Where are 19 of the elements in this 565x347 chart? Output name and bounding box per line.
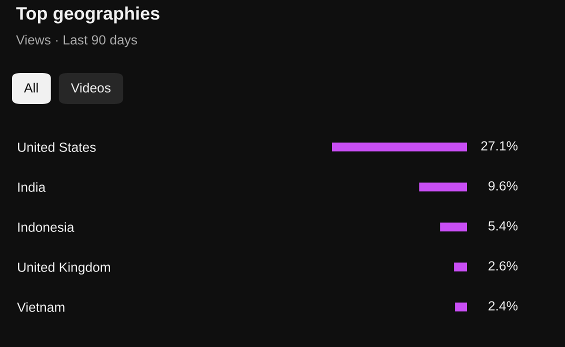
data-label: 5.4% bbox=[488, 221, 518, 231]
y-tick-label: United States bbox=[18, 142, 96, 152]
y-tick-label: India bbox=[18, 182, 46, 192]
bar bbox=[455, 302, 467, 312]
data-label: 2.4% bbox=[488, 301, 518, 310]
bar bbox=[454, 262, 467, 272]
text: Top geographies bbox=[16, 6, 160, 24]
y-tick-label: Vietnam bbox=[17, 302, 64, 312]
data-label: 27.1% bbox=[481, 141, 518, 150]
bar bbox=[419, 182, 467, 192]
bar bbox=[440, 222, 467, 232]
y-tick-label: United Kingdom bbox=[18, 262, 110, 275]
text: Videos bbox=[70, 82, 111, 93]
y-tick-label: Indonesia bbox=[18, 222, 74, 232]
text: All bbox=[24, 82, 38, 92]
bar bbox=[332, 142, 467, 152]
data-label: 2.6% bbox=[488, 261, 518, 271]
text: Views · Last 90 days bbox=[16, 34, 138, 48]
data-label: 9.6% bbox=[488, 181, 518, 191]
